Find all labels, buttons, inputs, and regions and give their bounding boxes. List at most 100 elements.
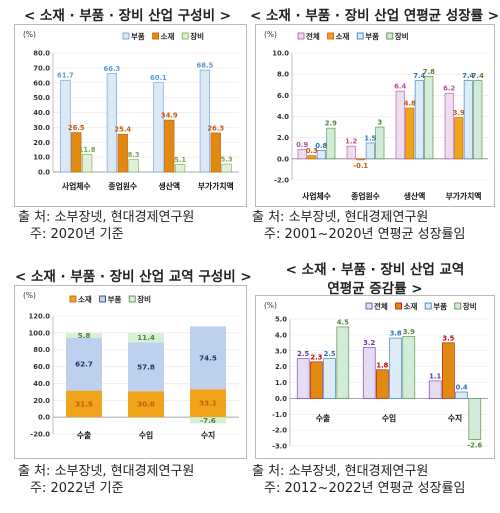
y-tick-label: 10.0 [33,154,50,162]
category-label: 사업체수 [302,191,331,201]
bar [356,158,366,161]
data-label: 5.1 [174,156,186,164]
category-label: 수출 [316,413,330,423]
chart-2-source-line: 출 처: 소부장넷, 현대경제연구원 [252,210,429,225]
data-label: 1.1 [429,372,441,380]
y-tick-label: -3.0 [272,443,287,451]
bar [376,369,389,399]
data-label: 2.5 [297,350,309,358]
y-tick-label: 6.0 [277,92,289,100]
y-tick-label: 4.0 [277,113,289,121]
bar [71,132,82,173]
chart-4-title: < 소재 · 부품 · 장비 산업 교역 [285,262,465,278]
chart-3-title: < 소재 · 부품 · 장비 산업 교역 구성비 > [15,269,252,285]
y-tick-label: 40.0 [33,380,50,388]
y-tick-label: 0.0 [38,414,50,422]
bar [323,358,336,399]
data-label: 0.9 [296,141,308,149]
data-label: 3.5 [442,334,454,342]
bar [428,380,442,399]
legend-swatch [152,32,160,40]
bar [174,164,186,173]
chart-4-panel: (%) -3.0 -2.0 -1.0 0.0 1.0 2.0 3.0 4.0 5.0 전체 소재 부품 장… [255,295,495,459]
y-tick-label: 10.0 [272,50,289,58]
y-tick-label: 20.0 [33,139,50,147]
category-label: 수입 [382,413,396,423]
legend-swatch [99,295,106,303]
chart-3-source-line: 출 처: 소부장넷, 현대경제연구원 [18,464,195,479]
bar [66,332,102,338]
legend-label: 소재 [336,31,350,41]
legend-swatch [454,302,462,310]
data-label: 66.3 [104,65,121,73]
y-tick-label: -20.0 [30,431,50,439]
y-tick-label: 20.0 [33,397,50,405]
data-label: 1.2 [345,138,357,146]
data-label: 34.9 [161,112,178,120]
data-label: 7.4 [472,72,484,80]
chart-2-note-line: 주: 2001~2020년 연평균 성장률임 [264,227,466,242]
y-tick-label: 70.0 [33,64,50,72]
bar [375,126,385,160]
legend-label: 장비 [190,31,204,41]
legend-swatch [327,32,334,40]
chart-2-title: < 소재 · 부품 · 장비 산업 연평균 성장률 > [250,8,500,24]
legend-label: 소재 [161,31,175,41]
bar [365,142,375,160]
bar [190,389,226,418]
data-label: 1.8 [376,361,388,369]
data-label: -2.6 [467,442,482,450]
y-tick-label: 0.0 [277,155,289,163]
category-label: 수지 [448,413,462,423]
data-label: 3.2 [363,339,375,347]
category-label: 종업원수 [351,191,380,201]
legend-label: 전체 [374,301,388,311]
bar [414,80,424,160]
chart-1-source: 출 처: 소부장넷, 현대경제연구원 주: 2020년 기준 [18,209,194,243]
legend-label: 부품 [108,295,122,304]
legend-label: 소재 [78,294,92,304]
bar [455,391,468,399]
data-label: 11.4 [137,333,155,342]
bar [310,361,323,399]
category-label: 생산액 [404,191,426,201]
y-tick-label: 5.0 [275,316,287,324]
y-tick-label: 40.0 [33,109,50,117]
bar [128,332,164,343]
data-label: 57.8 [137,362,155,371]
legend-label: 소재 [404,301,418,311]
bar [362,347,376,399]
unit-label: (%) [264,30,277,39]
data-label: 26.5 [68,124,85,132]
data-label: 4.8 [404,100,416,108]
legend-label: 전체 [306,31,320,41]
bar [210,132,221,173]
data-label: 62.7 [75,360,93,369]
y-tick-label: 50.0 [33,94,50,102]
unit-label: (%) [23,30,36,39]
legend-swatch [424,302,432,310]
bar [468,398,482,440]
y-tick-label: -2.0 [272,427,287,435]
data-label: 68.5 [197,62,214,70]
bar [297,149,307,160]
data-label: 7.8 [423,68,435,76]
data-label: 11.8 [79,146,96,154]
category-label: 사업체수 [62,181,91,191]
chart-1: (%) 0.0 10.0 20.0 30.0 40.0 50.0 60.0 70.0 80.0 부품… [23,30,239,191]
data-label: 3.9 [403,328,415,336]
bar [128,159,139,173]
y-tick-label: 0.0 [275,395,287,403]
bar [336,326,350,399]
bar [405,107,415,160]
bar [221,163,232,173]
legend-swatch [297,32,305,40]
data-label: 30.8 [137,400,155,409]
chart-1-note-line: 주: 2020년 기준 [30,227,124,242]
bar [395,90,405,160]
y-tick-label: 80.0 [33,346,50,354]
bar [402,336,416,399]
y-tick-label: 8.0 [277,71,289,79]
bar [106,73,118,173]
